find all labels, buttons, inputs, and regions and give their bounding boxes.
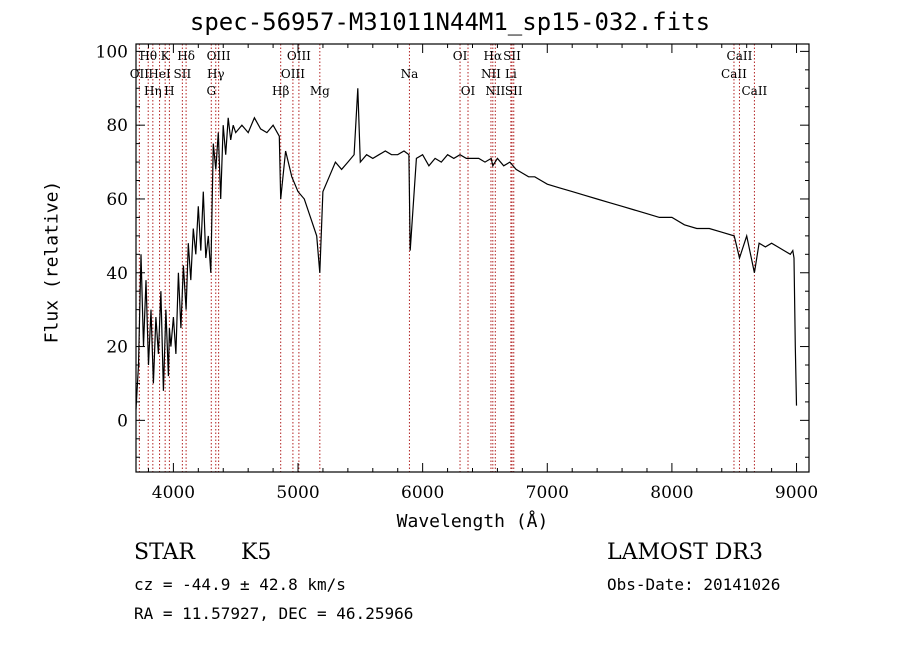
line-label-24: CaII bbox=[721, 67, 747, 81]
emission-line-labels: OIIHθHηHeIKHSIIHδGHγOIIIHβOIIIOIIIMgNaOI… bbox=[130, 49, 768, 98]
line-label-16: OI bbox=[453, 49, 468, 63]
line-label-20: NII bbox=[485, 84, 505, 98]
line-label-0: OII bbox=[130, 67, 150, 81]
x-tick-label-2: 6000 bbox=[401, 483, 444, 503]
y-tick-label-5: 100 bbox=[96, 42, 128, 62]
spectrum-line bbox=[135, 88, 798, 410]
line-label-25: CaII bbox=[727, 49, 753, 63]
line-label-23: SII bbox=[505, 84, 523, 98]
y-axis-ticks: 0 20 40 60 80 100 bbox=[96, 42, 809, 458]
survey-name: LAMOST DR3 bbox=[607, 540, 763, 565]
line-label-11: Hβ bbox=[272, 84, 289, 98]
x-tick-label-4: 8000 bbox=[650, 483, 693, 503]
y-tick-label-2: 40 bbox=[106, 264, 128, 284]
x-tick-label-5: 9000 bbox=[775, 483, 818, 503]
line-label-26: CaII bbox=[741, 84, 767, 98]
object-subclass: K5 bbox=[241, 540, 272, 565]
line-label-15: Na bbox=[401, 67, 419, 81]
line-label-7: Hδ bbox=[177, 49, 195, 63]
x-tick-label-1: 5000 bbox=[276, 483, 319, 503]
line-label-21: Li bbox=[505, 67, 517, 81]
line-label-9: Hγ bbox=[207, 67, 225, 81]
line-label-1: Hθ bbox=[139, 49, 157, 63]
redshift-text: cz = -44.9 ± 42.8 km/s bbox=[134, 575, 346, 594]
emission-line-markers bbox=[138, 44, 755, 472]
obs-date: Obs-Date: 20141026 bbox=[607, 575, 781, 594]
line-label-4: K bbox=[161, 49, 171, 63]
plot-frame bbox=[135, 43, 810, 473]
coordinates: RA = 11.57927, DEC = 46.25966 bbox=[134, 604, 414, 623]
x-axis-label: Wavelength (Å) bbox=[396, 511, 549, 532]
line-label-14: Mg bbox=[310, 84, 330, 98]
line-label-5: H bbox=[164, 84, 174, 98]
line-label-17: OI bbox=[461, 84, 476, 98]
object-class: STAR bbox=[134, 540, 195, 565]
chart-title: spec-56957-M31011N44M1_sp15-032.fits bbox=[189, 8, 711, 36]
x-tick-label-0: 4000 bbox=[152, 483, 195, 503]
line-label-2: Hη bbox=[144, 84, 162, 98]
line-label-22: SII bbox=[503, 49, 521, 63]
line-label-8: G bbox=[206, 84, 216, 98]
y-tick-label-3: 60 bbox=[106, 190, 128, 210]
x-axis-ticks: 4000 5000 6000 7000 8000 9000 bbox=[147, 44, 818, 503]
x-tick-label-3: 7000 bbox=[526, 483, 569, 503]
line-label-19: Hα bbox=[484, 49, 503, 63]
line-label-3: HeI bbox=[148, 67, 171, 81]
y-tick-label-4: 80 bbox=[106, 116, 128, 136]
line-label-13: OIII bbox=[287, 49, 311, 63]
line-label-6: SII bbox=[174, 67, 192, 81]
y-tick-label-1: 20 bbox=[106, 338, 128, 358]
y-tick-label-0: 0 bbox=[117, 411, 128, 431]
line-label-10: OIII bbox=[207, 49, 231, 63]
line-label-12: OIII bbox=[281, 67, 305, 81]
line-label-18: NII bbox=[481, 67, 501, 81]
